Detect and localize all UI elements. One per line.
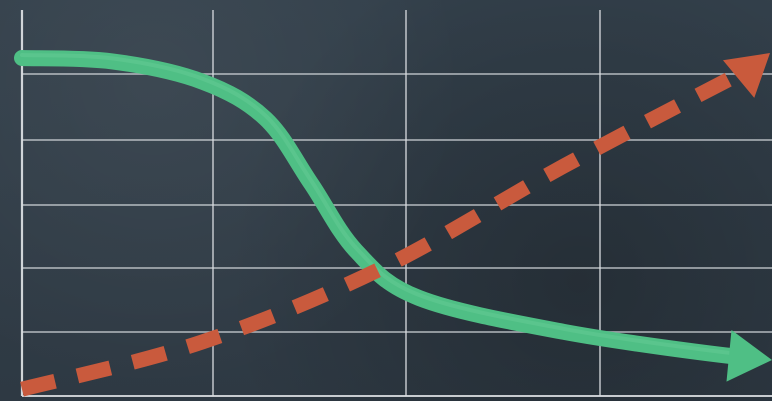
series-layer [14,50,772,397]
red-ascending-series-line [20,64,748,397]
green-descending-series-line [14,50,748,365]
red-arrowhead [722,53,770,98]
green-series-highlight [20,53,742,356]
green-arrowhead [726,330,772,382]
